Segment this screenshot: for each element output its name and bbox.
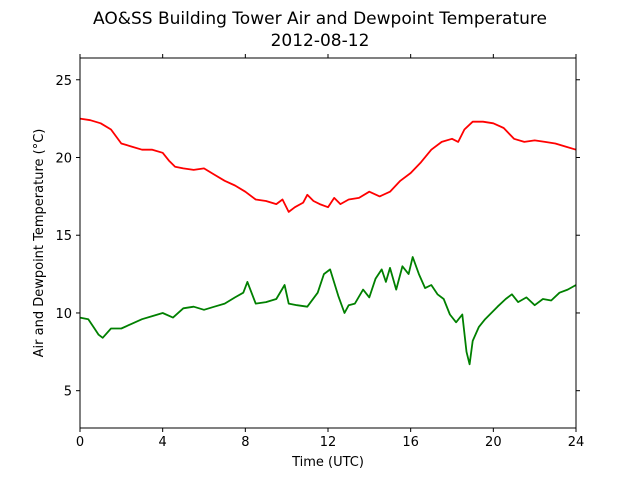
series-layer <box>79 117 577 366</box>
series-line-1 <box>79 117 577 213</box>
x-tick-label: 12 <box>320 435 337 450</box>
y-tick-label: 15 <box>55 229 72 244</box>
y-tick-label: 5 <box>64 385 72 400</box>
x-axis: 0 4 8 12 16 20 24 <box>76 54 584 450</box>
x-axis-label: Time (UTC) <box>291 455 364 470</box>
series-line-2 <box>79 256 577 366</box>
chart-title: AO&SS Building Tower Air and Dewpoint Te… <box>93 9 547 29</box>
x-tick-label: 20 <box>485 435 502 450</box>
x-tick-label: 24 <box>568 435 585 450</box>
y-tick-label: 10 <box>55 307 72 322</box>
y-axis-label: Air and Dewpoint Temperature (°C) <box>32 129 47 358</box>
x-tick-label: 0 <box>76 435 84 450</box>
y-axis: 5 10 15 20 25 <box>55 74 580 400</box>
x-tick-label: 16 <box>402 435 419 450</box>
plot-frame <box>79 57 577 429</box>
chart-subtitle: 2012-08-12 <box>271 31 370 51</box>
y-tick-label: 20 <box>55 151 72 166</box>
y-tick-label: 25 <box>55 74 72 89</box>
x-tick-label: 8 <box>241 435 249 450</box>
x-tick-label: 4 <box>159 435 167 450</box>
